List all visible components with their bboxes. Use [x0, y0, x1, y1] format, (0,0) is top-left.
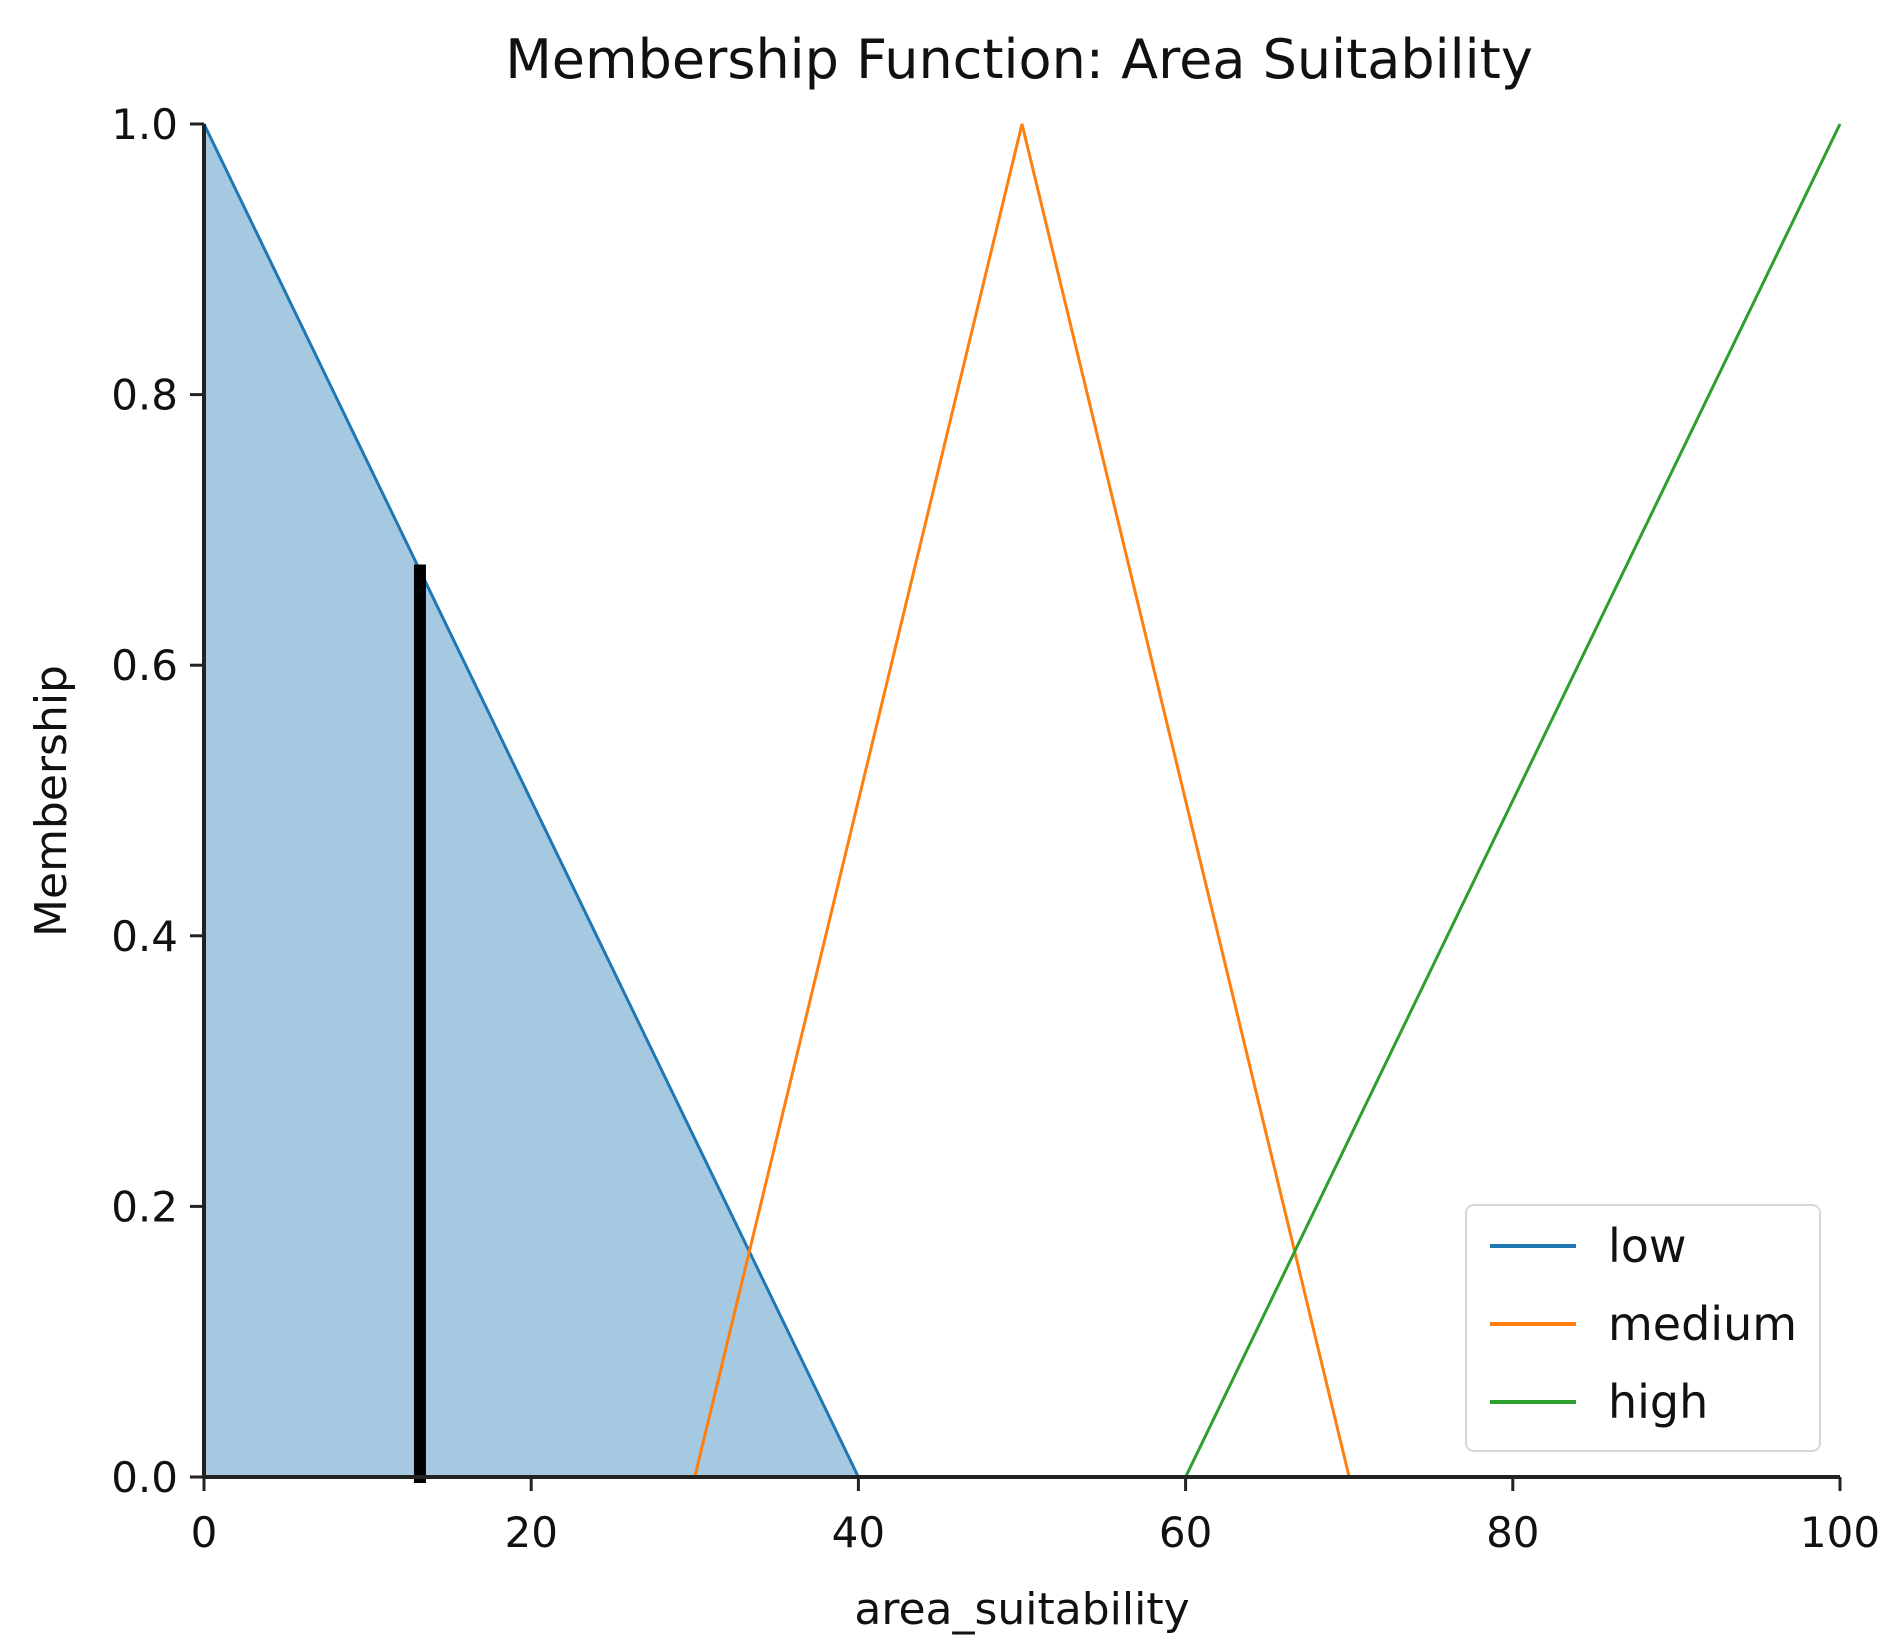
y-tick-label: 1.0: [111, 100, 178, 149]
y-tick-label: 0.2: [111, 1182, 178, 1231]
chart-title: Membership Function: Area Suitability: [505, 28, 1533, 91]
x-tick-label: 0: [191, 1508, 218, 1557]
x-tick-label: 40: [832, 1508, 885, 1557]
x-tick-label: 100: [1800, 1508, 1880, 1557]
y-axis-label: Membership: [26, 665, 77, 937]
y-tick-label: 0.8: [111, 371, 178, 420]
legend-items: low medium high: [1490, 1219, 1797, 1429]
x-tick-label: 20: [504, 1508, 557, 1557]
y-tick-label: 0.6: [111, 641, 178, 690]
series-fill-low: [204, 124, 1840, 1477]
legend-label-low: low: [1608, 1219, 1687, 1273]
x-ticks: 0 20 40 60 80 100: [191, 1477, 1880, 1557]
legend-label-high: high: [1608, 1375, 1708, 1429]
y-tick-label: 0.0: [111, 1453, 178, 1502]
x-tick-label: 60: [1159, 1508, 1212, 1557]
x-axis-label: area_suitability: [854, 1584, 1189, 1635]
y-ticks: 0.0 0.2 0.4 0.6 0.8 1.0: [111, 100, 204, 1502]
x-tick-label: 80: [1486, 1508, 1539, 1557]
y-tick-label: 0.4: [111, 912, 178, 961]
legend-box: [1465, 1204, 1821, 1452]
legend: low medium high: [1465, 1204, 1821, 1452]
legend-label-medium: medium: [1608, 1297, 1797, 1351]
